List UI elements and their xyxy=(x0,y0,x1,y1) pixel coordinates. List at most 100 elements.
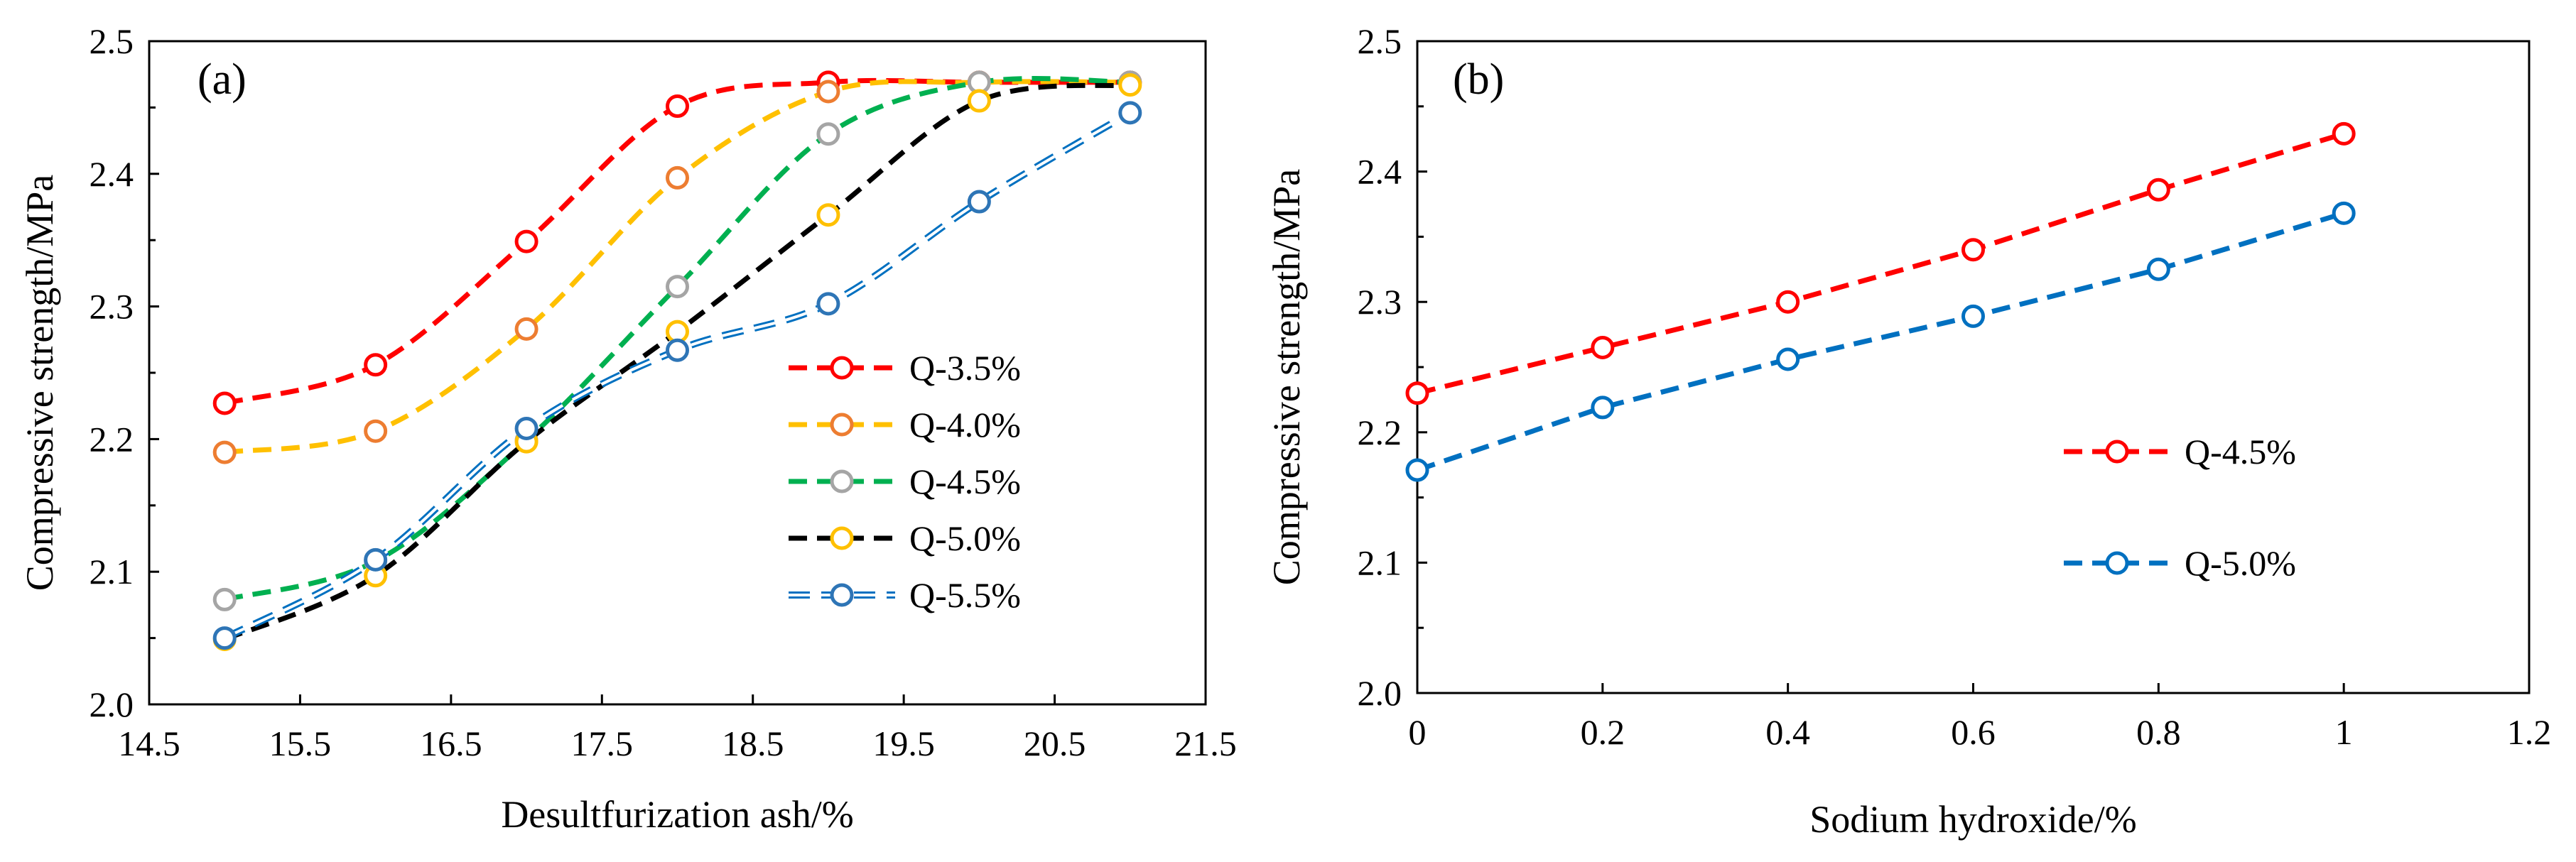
x-tick-label: 19.5 xyxy=(872,724,935,763)
data-point xyxy=(2332,121,2356,146)
series-0 xyxy=(1405,121,2356,405)
legend-entry-0: Q-3.5% xyxy=(789,348,1021,388)
plot-frame xyxy=(1416,40,2531,694)
panel-label: (b) xyxy=(1453,55,1504,104)
data-point xyxy=(514,317,539,341)
x-tick-label: 0.6 xyxy=(1951,712,1996,752)
y-tick-label: 2.2 xyxy=(1358,413,1402,452)
data-point xyxy=(212,391,237,415)
data-point xyxy=(514,416,539,440)
y-tick-label: 2.3 xyxy=(1358,282,1402,322)
x-tick-label: 1 xyxy=(2335,712,2353,752)
data-point xyxy=(666,275,689,299)
x-tick-label: 20.5 xyxy=(1024,724,1086,763)
data-point xyxy=(2146,257,2170,281)
legend-label: Q-4.0% xyxy=(909,405,1021,444)
x-tick-label: 21.5 xyxy=(1174,724,1237,763)
x-tick-label: 16.5 xyxy=(420,724,482,763)
data-point xyxy=(2146,178,2170,202)
legend-marker xyxy=(830,413,854,437)
data-point xyxy=(816,122,840,146)
y-tick-label: 2.1 xyxy=(90,552,134,591)
legend-marker xyxy=(830,469,854,493)
y-axis-title: Compressive strength/MPa xyxy=(1265,169,1308,585)
chart-panel-b: 2.0 2.1 2.2 2.3 2.4 2.5 0 0.2 0.4 0.6 0.8 1 1.2 Sodiu… xyxy=(1265,21,2551,841)
data-point xyxy=(1405,381,1429,405)
data-point xyxy=(1961,304,1985,328)
series-1 xyxy=(1405,201,2356,482)
data-point xyxy=(816,203,840,227)
data-point xyxy=(1776,290,1800,314)
y-tick-label: 2.1 xyxy=(1358,542,1402,582)
data-point xyxy=(364,419,388,443)
data-point xyxy=(967,89,991,113)
panel-label: (a) xyxy=(197,55,247,104)
legend-marker xyxy=(830,356,854,380)
y-tick-label: 2.2 xyxy=(90,419,134,459)
y-tick-label: 2.4 xyxy=(1358,152,1402,192)
legend-label: Q-5.5% xyxy=(909,575,1021,615)
series-line xyxy=(224,79,1130,455)
y-tick-label: 2.4 xyxy=(90,154,134,194)
x-tick-label: 18.5 xyxy=(722,724,784,763)
data-point xyxy=(1591,395,1615,420)
chart-panel-a: 2.0 2.1 2.2 2.3 2.4 2.5 14.5 15.5 16.5 17.5 18.5 19… xyxy=(18,21,1237,836)
legend-label: Q-5.0% xyxy=(2185,543,2296,583)
legend-entry-4: Q-5.5% xyxy=(789,575,1021,615)
data-point xyxy=(514,229,539,253)
data-point xyxy=(364,547,388,572)
data-point xyxy=(364,353,388,377)
x-tick-label: 0.8 xyxy=(2136,712,2181,752)
legend-entry-1: Q-4.0% xyxy=(789,405,1021,444)
data-point xyxy=(1961,238,1985,262)
x-tick-label: 17.5 xyxy=(571,724,634,763)
x-tick-label: 14.5 xyxy=(118,724,180,763)
data-point xyxy=(666,94,689,119)
legend-entry-0: Q-4.5% xyxy=(2064,432,2296,471)
legend-label: Q-3.5% xyxy=(909,348,1021,388)
legend-label: Q-5.0% xyxy=(909,518,1021,558)
legend-marker xyxy=(830,526,854,550)
data-point xyxy=(212,626,237,650)
x-tick-label: 1.2 xyxy=(2507,712,2552,752)
data-point xyxy=(666,165,689,190)
data-point xyxy=(1776,347,1800,371)
legend-marker xyxy=(830,583,854,607)
data-point xyxy=(1591,335,1615,359)
data-point xyxy=(2332,201,2356,225)
legend-label: Q-4.5% xyxy=(2185,432,2296,471)
y-tick-label: 2.5 xyxy=(1358,21,1402,61)
x-axis-title: Desultfurization ash/% xyxy=(501,793,853,836)
data-point xyxy=(1118,101,1142,125)
series-1 xyxy=(212,70,1142,464)
y-axis-title: Compressive strength/MPa xyxy=(18,175,61,591)
x-tick-label: 0 xyxy=(1409,712,1427,752)
data-point xyxy=(1118,73,1142,97)
plot-frame xyxy=(148,40,1207,706)
legend-entry-3: Q-5.0% xyxy=(789,518,1021,558)
legend-entry-1: Q-5.0% xyxy=(2064,543,2296,583)
legend-marker xyxy=(2105,551,2129,575)
x-tick-label: 0.2 xyxy=(1581,712,1625,752)
series-line xyxy=(1417,131,2345,396)
y-tick-label: 2.0 xyxy=(1358,673,1402,713)
y-tick-label: 2.5 xyxy=(90,21,134,61)
data-point xyxy=(816,292,840,316)
data-point xyxy=(1405,458,1429,482)
series-line xyxy=(1416,211,2345,473)
legend-marker xyxy=(2105,440,2129,464)
data-point xyxy=(967,190,991,214)
y-tick-label: 2.0 xyxy=(90,684,134,724)
legend-label: Q-4.5% xyxy=(909,462,1021,501)
data-point xyxy=(816,80,840,104)
x-tick-label: 0.4 xyxy=(1765,712,1810,752)
legend-entry-2: Q-4.5% xyxy=(789,462,1021,501)
x-tick-label: 15.5 xyxy=(269,724,332,763)
series-4 xyxy=(212,101,1142,650)
data-point xyxy=(666,338,689,362)
data-point xyxy=(212,587,237,611)
data-point xyxy=(212,440,237,464)
y-tick-label: 2.3 xyxy=(90,287,134,327)
x-axis-title: Sodium hydroxide/% xyxy=(1809,798,2136,841)
